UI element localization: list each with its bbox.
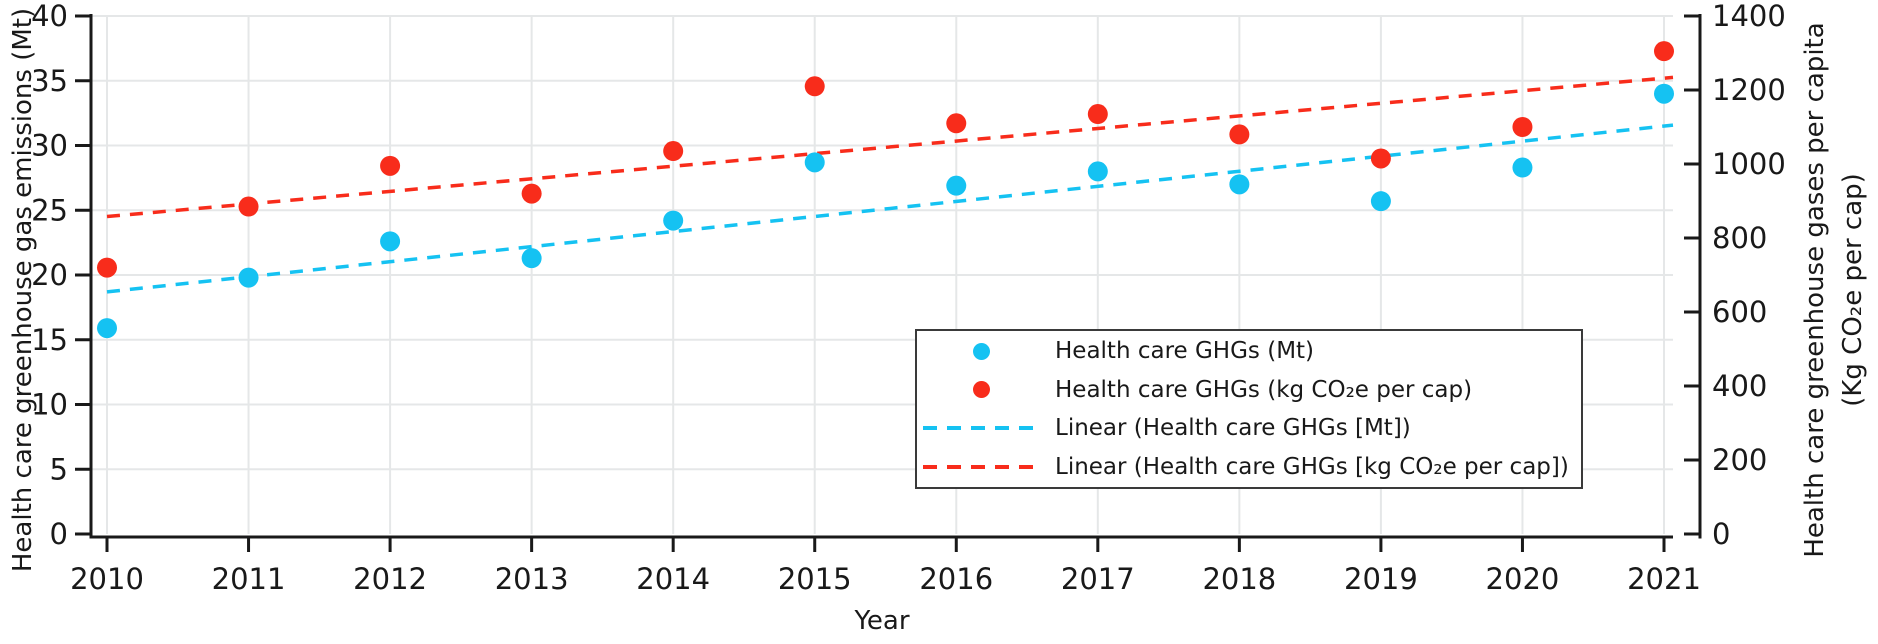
left-axis-tick-label: 5 xyxy=(50,452,68,486)
trendlines xyxy=(106,75,1674,219)
x-axis-tick-label: 2014 xyxy=(636,562,710,596)
x-axis-tick-label: 2010 xyxy=(70,562,144,596)
data-point xyxy=(663,210,684,231)
right-axis-title: Health care greenhouse gases per capita … xyxy=(1796,22,1872,557)
left-axis-tick-label: 0 xyxy=(50,517,68,551)
data-point xyxy=(804,76,825,97)
data-point xyxy=(1512,117,1533,137)
data-point xyxy=(946,175,967,196)
right-axis-ticks: 0 200 400 600 800 1000 1200 1400 xyxy=(1684,0,1786,551)
left-axis-ticks: 0 5 10 15 20 25 30 35 40 xyxy=(31,0,91,551)
right-axis-tick-label: 1000 xyxy=(1712,147,1786,181)
x-axis-tick-label: 2015 xyxy=(778,562,852,596)
trendlines xyxy=(106,123,1674,294)
x-axis-tick-label: 2018 xyxy=(1202,562,1276,596)
legend-label: Linear (Health care GHGs [Mt]) xyxy=(1055,415,1411,442)
data-point xyxy=(380,155,401,176)
trendline-per-capita xyxy=(106,75,1674,219)
data-point xyxy=(97,318,117,339)
right-axis-tick-label: 200 xyxy=(1712,443,1767,477)
data-point xyxy=(97,257,117,278)
x-axis-tick-label: 2012 xyxy=(353,562,427,596)
data-point xyxy=(238,267,259,288)
x-axis-tick-label: 2013 xyxy=(495,562,569,596)
data-point xyxy=(1512,157,1533,178)
legend-dot-marker-red xyxy=(972,381,990,399)
legend-item-linear-per-capita: Linear (Health care GHGs [kg CO₂e per ca… xyxy=(917,449,1581,485)
legend-label: Health care GHGs (kg CO₂e per cap) xyxy=(1055,376,1473,403)
right-axis-tick-label: 0 xyxy=(1712,517,1730,551)
trendline-mt xyxy=(106,123,1674,294)
right-axis-title-line2: (Kg CO₂e per cap) xyxy=(1838,173,1868,407)
left-axis-tick-label: 15 xyxy=(31,323,68,357)
x-axis-tick-label: 2021 xyxy=(1627,562,1701,596)
legend-item-ghg-per-capita: Health care GHGs (kg CO₂e per cap) xyxy=(917,372,1581,408)
x-axis-title: Year xyxy=(854,606,910,636)
data-point xyxy=(1229,124,1250,145)
data-point xyxy=(1087,104,1108,125)
data-point xyxy=(946,113,967,134)
data-point xyxy=(1654,83,1674,104)
legend-dash-marker-red xyxy=(923,464,1039,469)
data-point xyxy=(1087,161,1108,182)
right-axis-tick-label: 400 xyxy=(1712,369,1767,403)
right-axis-title-line1: Health care greenhouse gases per capita xyxy=(1800,22,1830,558)
data-point xyxy=(521,183,542,204)
data-point xyxy=(1370,148,1391,169)
left-axis-tick-label: 20 xyxy=(31,258,68,292)
data-point xyxy=(238,196,259,217)
data-point xyxy=(1654,41,1674,62)
series-points-per-capita xyxy=(97,41,1674,278)
data-point xyxy=(1370,191,1391,212)
data-point xyxy=(663,141,684,162)
left-axis-tick-label: 25 xyxy=(31,193,68,227)
left-axis-tick-label: 10 xyxy=(31,388,68,422)
right-axis-tick-label: 800 xyxy=(1712,221,1767,255)
legend-item-ghg-mt: Health care GHGs (Mt) xyxy=(917,333,1581,369)
right-axis-tick-label: 600 xyxy=(1712,295,1767,329)
left-axis-tick-label: 30 xyxy=(31,129,68,163)
legend-label: Health care GHGs (Mt) xyxy=(1055,338,1315,365)
left-axis-title: Health care greenhouse gas emissions (Mt… xyxy=(8,7,38,573)
data-point xyxy=(1229,174,1250,195)
legend-label: Linear (Health care GHGs [kg CO₂e per ca… xyxy=(1055,453,1569,480)
legend-item-linear-mt: Linear (Health care GHGs [Mt]) xyxy=(917,410,1581,446)
left-axis-tick-label: 40 xyxy=(31,0,68,33)
right-axis-tick-label: 1200 xyxy=(1712,73,1786,107)
left-axis-tick-label: 35 xyxy=(31,64,68,98)
x-axis-ticks: 2010 2011 2012 2013 2014 2015 2016 2017 2018 2019… xyxy=(70,537,1701,596)
legend-dash-marker-cyan xyxy=(923,426,1039,431)
x-axis-tick-label: 2020 xyxy=(1486,562,1560,596)
data-point xyxy=(521,248,542,269)
right-axis-tick-label: 1400 xyxy=(1712,0,1786,33)
series-points-mt xyxy=(97,83,1674,339)
x-axis-tick-label: 2011 xyxy=(212,562,286,596)
legend-dot-marker-cyan xyxy=(972,342,990,360)
data-point xyxy=(804,152,825,173)
data-point xyxy=(380,231,401,252)
chart-legend: Health care GHGs (Mt) Health care GHGs (… xyxy=(915,329,1583,489)
x-axis-tick-label: 2019 xyxy=(1344,562,1418,596)
x-axis-tick-label: 2017 xyxy=(1061,562,1135,596)
x-axis-tick-label: 2016 xyxy=(919,562,993,596)
